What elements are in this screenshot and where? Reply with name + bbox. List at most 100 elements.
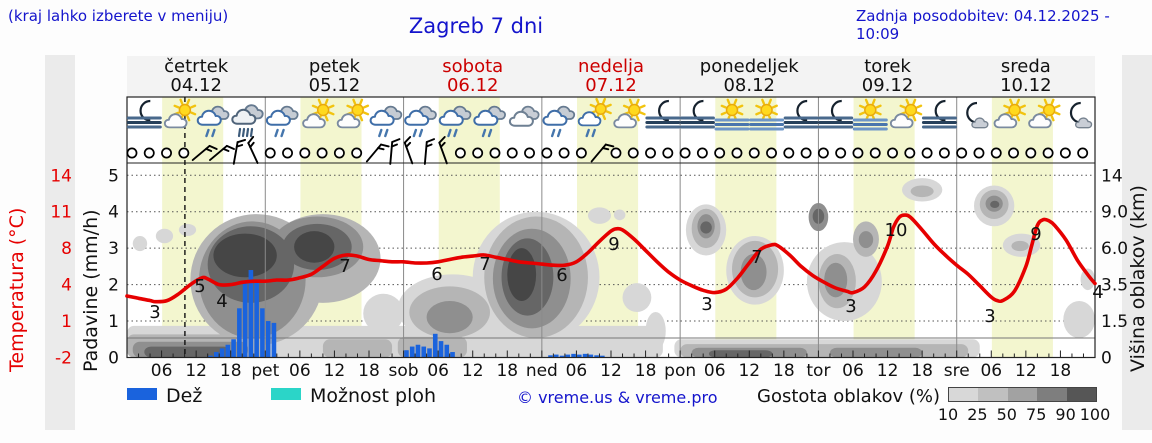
rain-bar [577, 354, 582, 358]
density-tick-label: 25 [967, 405, 988, 424]
cloud-blob [1080, 268, 1095, 291]
weather-icon-cloud-drizzle [369, 105, 403, 138]
day-name: četrtek [164, 56, 229, 77]
sun-disc [864, 103, 877, 117]
x-axis-label: 12 [1015, 361, 1037, 381]
rain-bar [559, 355, 565, 358]
cloud-tick-label: 3.5 [1101, 276, 1128, 296]
day-name: nedelja [578, 56, 645, 77]
sun-ray [858, 104, 866, 109]
wind-calm-icon [783, 147, 795, 159]
rain-bar [242, 282, 248, 358]
wind-calm-icon [921, 147, 933, 159]
rain-bars [208, 270, 605, 358]
cloud-blob [613, 209, 626, 221]
drizzle-mark [418, 128, 424, 138]
x-axis-label: 18 [911, 361, 933, 381]
sun-ray [733, 98, 738, 105]
cloud-band [708, 350, 773, 358]
rain-bar [237, 308, 242, 358]
wind-calm-icon [956, 147, 968, 159]
sun-ray [639, 104, 646, 109]
moon-crescent [692, 99, 704, 122]
wind-calm-icon [351, 147, 363, 159]
rain-bar [208, 355, 213, 358]
rain-bar [444, 344, 450, 358]
rain-legend-label: Dež [166, 385, 203, 407]
day-date: 06.12 [446, 75, 499, 96]
cloud-blob [178, 223, 197, 236]
rain-bar [219, 348, 225, 358]
sun-ray [916, 111, 923, 116]
rain-bar [260, 308, 265, 358]
weather-icon-sun-cloud [336, 98, 370, 129]
rain-bar [421, 346, 427, 358]
weather-icon-moon-fog [783, 99, 819, 129]
sun-disc [1008, 103, 1021, 117]
sun-ray [864, 98, 869, 105]
sun-ray [858, 111, 866, 116]
weather-icon-cloud-drizzle [404, 105, 437, 138]
wind-calm-icon [1025, 147, 1037, 159]
cloud-shape [369, 109, 395, 126]
sun-ray [311, 104, 318, 109]
density-tick-label: 75 [1026, 405, 1047, 424]
wind-calm-icon [178, 147, 190, 159]
wind-calm-icon [472, 147, 484, 159]
sun-ray [916, 104, 923, 109]
rain-legend-swatch [127, 388, 157, 400]
weather-icon-cloud [508, 105, 540, 127]
sun-ray [328, 104, 335, 109]
rain-bar [225, 344, 231, 358]
wind-calm-icon [489, 147, 501, 159]
sun-ray [186, 115, 191, 122]
rain-bar [427, 348, 432, 358]
sun-ray [875, 104, 882, 109]
density-gradient-segment [949, 388, 979, 401]
sun-ray [605, 110, 612, 115]
cloud-shape [336, 113, 361, 129]
cloud-blob [1063, 301, 1095, 339]
x-axis-label: 18 [220, 361, 242, 381]
temperature-value-label: 9 [608, 234, 619, 255]
sun-ray [1016, 115, 1021, 122]
x-axis-label: 06 [980, 361, 1002, 381]
wind-calm-icon [333, 147, 345, 159]
cloud-blob [622, 283, 652, 312]
temperature-value-label: 3 [701, 294, 712, 315]
cloud-density-legend-label: Gostota oblakov (%) [757, 386, 941, 407]
showers-legend-label: Možnost ploh [310, 385, 437, 407]
sun-ray [1054, 104, 1061, 109]
weather-icon-moon-fog [921, 99, 957, 129]
sun-ray [352, 98, 357, 105]
sun-ray [595, 97, 600, 105]
drizzle-mark [487, 128, 493, 138]
wind-calm-icon [454, 147, 466, 159]
sun-ray [912, 98, 917, 105]
density-gradient-segment [978, 388, 1008, 401]
rain-bar [409, 346, 415, 358]
temperature-value-label: 7 [339, 256, 350, 277]
x-axis-label: 18 [773, 361, 795, 381]
day-header-torek: torek 09.12 [818, 57, 956, 95]
cloud-tick-label: 6.0 [1101, 239, 1128, 259]
wind-calm-icon [904, 147, 916, 159]
sun-ray [602, 113, 607, 121]
weather-icon-moon-fog [818, 99, 854, 129]
weather-icon-cloud-drizzle [196, 105, 230, 138]
wind-calm-icon [662, 147, 674, 159]
wind-calm-icon [645, 147, 656, 159]
day-header-ponedeljek: ponedeljek 08.12 [680, 57, 818, 95]
sun-ray [1003, 104, 1010, 109]
density-tick-label: 50 [996, 405, 1017, 424]
day-header-sobota: sobota 06.12 [404, 57, 542, 95]
copyright-link[interactable]: © vreme.us & vreme.pro [517, 388, 718, 407]
wind-barb-icon [403, 136, 414, 165]
wind-calm-icon [524, 147, 535, 159]
drizzle-mark [447, 128, 452, 138]
sun-ray [755, 104, 762, 109]
density-tick-label: 100 [1079, 405, 1111, 424]
sun-ray [771, 104, 778, 109]
drizzle-mark [591, 128, 596, 138]
precip-tick-label: 3 [108, 239, 119, 259]
